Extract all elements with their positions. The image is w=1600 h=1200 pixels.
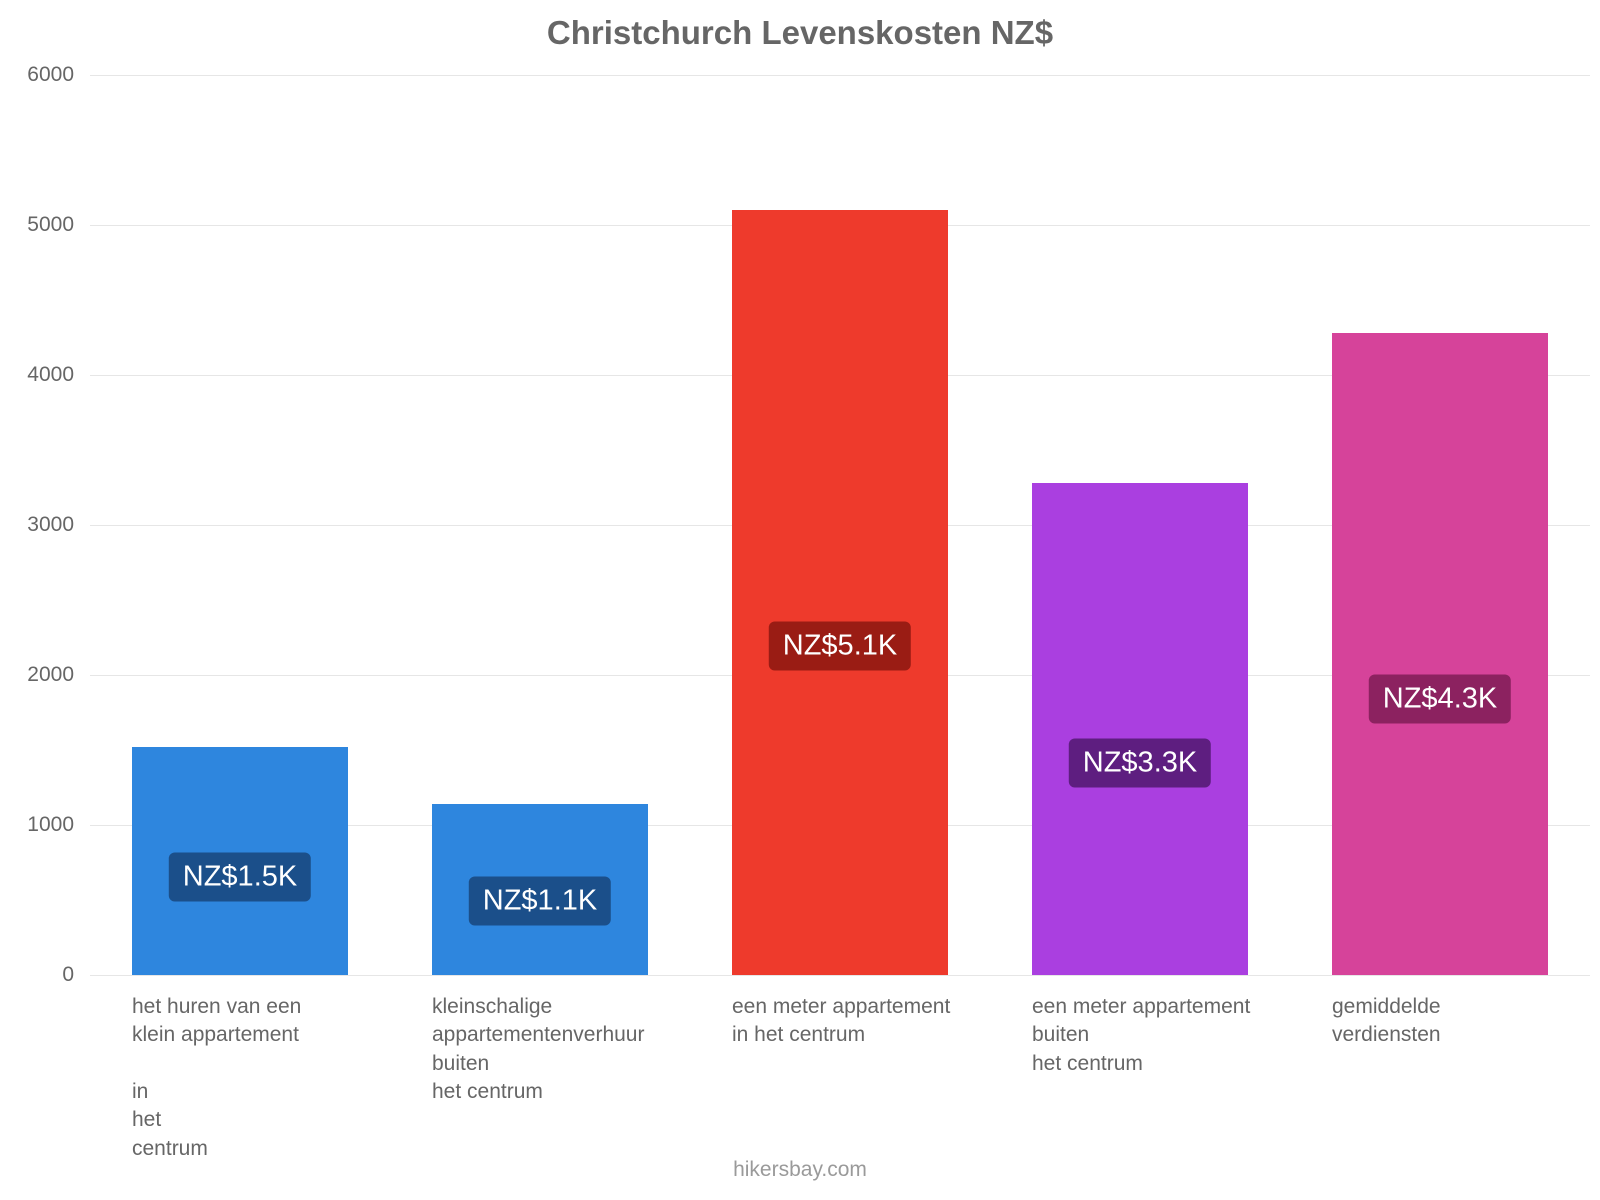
bar-slot: NZ$3.3K xyxy=(1032,75,1248,975)
plot-area: NZ$1.5K NZ$1.1K NZ$5.1K NZ$3.3K NZ$4.3K xyxy=(90,75,1590,975)
y-tick-label: 4000 xyxy=(0,363,74,387)
bar-value-badge: NZ$1.1K xyxy=(469,877,611,926)
bar-value-badge: NZ$1.5K xyxy=(169,852,311,901)
bar xyxy=(1332,333,1548,975)
bar-value-badge: NZ$3.3K xyxy=(1069,739,1211,788)
x-category-label: kleinschaligeappartementenverhuurbuitenh… xyxy=(432,993,644,1106)
bar-value-badge: NZ$5.1K xyxy=(769,622,911,671)
x-category-label: een meter appartementin het centrum xyxy=(732,993,950,1050)
bar-slot: NZ$1.1K xyxy=(432,75,648,975)
gridline xyxy=(90,975,1590,976)
bar-value-badge: NZ$4.3K xyxy=(1369,674,1511,723)
x-category-label: het huren van eenklein appartement inhet… xyxy=(132,993,301,1163)
y-tick-label: 6000 xyxy=(0,63,74,87)
bar xyxy=(732,210,948,975)
cost-of-living-chart: Christchurch Levenskosten NZ$ NZ$1.5KNZ$… xyxy=(0,0,1600,1200)
bar-slot: NZ$5.1K xyxy=(732,75,948,975)
x-category-label: een meter appartementbuitenhet centrum xyxy=(1032,993,1250,1078)
bar xyxy=(1032,483,1248,975)
x-category-label: gemiddeldeverdiensten xyxy=(1332,993,1441,1050)
chart-title: Christchurch Levenskosten NZ$ xyxy=(0,14,1600,52)
y-tick-label: 0 xyxy=(0,963,74,987)
bar-slot: NZ$1.5K xyxy=(132,75,348,975)
y-tick-label: 5000 xyxy=(0,213,74,237)
y-tick-label: 3000 xyxy=(0,513,74,537)
bar-slot: NZ$4.3K xyxy=(1332,75,1548,975)
y-tick-label: 1000 xyxy=(0,813,74,837)
y-tick-label: 2000 xyxy=(0,663,74,687)
